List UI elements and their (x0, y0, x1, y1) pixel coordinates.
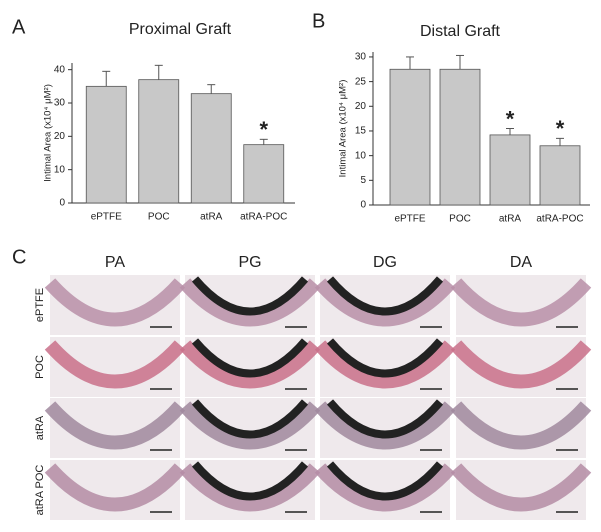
vessel-wall (179, 278, 321, 327)
graft-layer (191, 461, 309, 501)
vessel-wall (314, 401, 456, 450)
y-tick-label: 20 (355, 101, 367, 112)
x-tick-label: atRA (200, 212, 223, 223)
y-tick-label: 30 (54, 98, 66, 109)
graft-layer (326, 338, 444, 378)
column-label: DG (373, 254, 397, 271)
y-tick-label: 0 (59, 198, 65, 209)
vessel-wall (44, 340, 186, 389)
y-tick-label: 10 (54, 164, 66, 175)
vessel-wall (314, 463, 456, 512)
vessel-wall (314, 340, 456, 389)
y-axis-label: Intimal Area (x10⁴ μM²) (338, 80, 349, 178)
column-label: PA (105, 254, 125, 271)
vessel-wall (44, 401, 186, 450)
bar (243, 144, 285, 204)
bar (85, 85, 127, 204)
row-label: ePTFE (34, 288, 46, 322)
row-label: atRA (34, 415, 46, 440)
y-tick-label: 5 (360, 175, 366, 186)
bar (439, 68, 481, 206)
y-tick-label: 0 (360, 200, 366, 211)
column-label: DA (510, 254, 533, 271)
x-tick-label: atRA (499, 214, 522, 225)
vessel-wall (450, 340, 592, 389)
bar (190, 93, 232, 204)
y-tick-label: 30 (355, 52, 367, 63)
vessel-wall (450, 401, 592, 450)
row-label: POC (34, 355, 46, 379)
x-tick-label: POC (148, 212, 170, 223)
bar (539, 145, 581, 206)
y-tick-label: 40 (54, 64, 66, 75)
graft-layer (191, 276, 309, 316)
significance-marker: * (556, 116, 565, 141)
vessel-wall (44, 278, 186, 327)
x-tick-label: atRA-POC (240, 212, 287, 223)
graft-layer (191, 399, 309, 439)
graft-layer (326, 399, 444, 439)
y-tick-label: 20 (54, 131, 66, 142)
graft-layer (326, 461, 444, 501)
y-tick-label: 15 (355, 126, 367, 137)
y-tick-label: 25 (355, 76, 367, 87)
x-tick-label: POC (449, 214, 471, 225)
vessel-wall (179, 401, 321, 450)
x-tick-label: ePTFE (91, 212, 122, 223)
y-tick-label: 10 (355, 150, 367, 161)
chart-title: Distal Graft (420, 23, 501, 40)
y-axis-label: Intimal Area (x10⁴ μM²) (43, 84, 54, 182)
row-label: atRA POC (34, 465, 46, 516)
column-label: PG (238, 254, 261, 271)
vessel-wall (179, 340, 321, 389)
bar (489, 134, 531, 206)
panel-letter: C (12, 246, 26, 268)
bar (389, 68, 431, 206)
significance-marker: * (506, 106, 515, 131)
panel-letter: A (12, 16, 26, 38)
bar (138, 79, 180, 204)
vessel-wall (179, 463, 321, 512)
vessel-wall (314, 278, 456, 327)
x-tick-label: atRA-POC (536, 214, 583, 225)
vessel-wall (450, 278, 592, 327)
chart-title: Proximal Graft (129, 21, 232, 38)
x-tick-label: ePTFE (394, 214, 425, 225)
significance-marker: * (259, 117, 268, 142)
panel-letter: B (312, 10, 325, 32)
graft-layer (326, 276, 444, 316)
vessel-wall (450, 463, 592, 512)
vessel-wall (44, 463, 186, 512)
graft-layer (191, 338, 309, 378)
